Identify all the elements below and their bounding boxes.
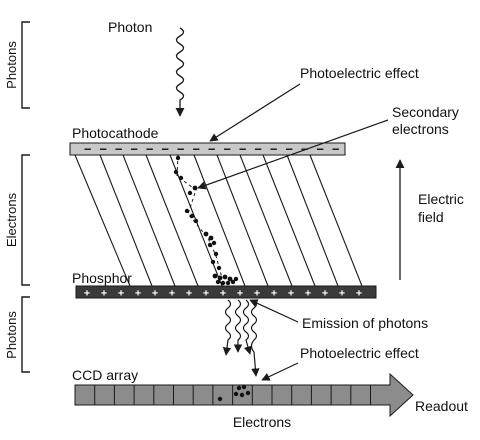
electric-field-label-line2: field [418, 209, 444, 225]
minus-sign: − [146, 142, 153, 156]
plus-sign: + [288, 288, 294, 299]
minus-sign: − [193, 142, 200, 156]
plus-sign: + [135, 288, 141, 299]
minus-sign: − [286, 142, 293, 156]
minus-sign: − [332, 142, 339, 156]
photoelectric-bottom-pointer [261, 362, 299, 381]
photocathode-plate [69, 142, 346, 156]
minus-sign: − [317, 142, 324, 156]
plus-sign: + [322, 288, 328, 299]
electron-cascade [173, 154, 239, 286]
side-label-photons-bottom: Photons [4, 311, 19, 359]
phosphor-label: Phosphor [72, 270, 132, 286]
plus-sign: + [271, 288, 277, 299]
photocathode-charges: − − − − − − − − − − − − − − − − − [84, 142, 339, 156]
incoming-photon-wave [175, 27, 185, 117]
plus-sign: + [237, 288, 243, 299]
photoelectric-effect-top-label: Photoelectric effect [300, 65, 419, 81]
plus-sign: + [305, 288, 311, 299]
minus-sign: − [131, 142, 138, 156]
plus-sign: + [84, 288, 90, 299]
minus-sign: − [177, 142, 184, 156]
photocathode-label: Photocathode [72, 125, 159, 141]
minus-sign: − [84, 142, 91, 156]
side-label-electrons: Electrons [4, 192, 19, 247]
phosphor-charges: + + + + + + + + + + + + + + + + + [84, 288, 362, 299]
plus-sign: + [101, 288, 107, 299]
minus-sign: − [115, 142, 122, 156]
ccd-pixel-cells [94, 385, 371, 405]
plus-sign: + [186, 288, 192, 299]
secondary-electrons-label-line1: Secondary [392, 104, 459, 120]
minus-sign: − [100, 142, 107, 156]
ccd-collected-electrons [217, 384, 251, 402]
plus-sign: + [339, 288, 345, 299]
plus-sign: + [118, 288, 124, 299]
photon-label: Photon [108, 19, 152, 35]
minus-sign: − [301, 142, 308, 156]
minus-sign: − [208, 142, 215, 156]
electrons-bottom-label: Electrons [233, 414, 291, 430]
plus-sign: + [169, 288, 175, 299]
emission-of-photons-label: Emission of photons [302, 315, 428, 331]
minus-sign: − [162, 142, 169, 156]
ccd-array-label: CCD array [72, 367, 138, 383]
secondary-electrons-label-line2: electrons [392, 121, 449, 137]
emitted-photon-waves [222, 299, 260, 377]
plus-sign: + [254, 288, 260, 299]
photoelectric-effect-bottom-label: Photoelectric effect [300, 345, 419, 361]
photoelectric-top-pointer [209, 83, 301, 142]
minus-sign: − [270, 142, 277, 156]
secondary-electrons-pointer [197, 119, 389, 190]
side-bracket-photons-top [21, 21, 30, 109]
plus-sign: + [203, 288, 209, 299]
plus-sign: + [152, 288, 158, 299]
plus-sign: + [220, 288, 226, 299]
minus-sign: − [239, 142, 246, 156]
side-label-photons-top: Photons [4, 41, 19, 89]
side-bracket-electrons [21, 154, 30, 286]
electric-field-label-line1: Electric [418, 191, 464, 207]
minus-sign: − [255, 142, 262, 156]
side-bracket-photons-bottom [21, 296, 30, 373]
phosphor-plate [75, 285, 377, 299]
plus-sign: + [356, 288, 362, 299]
emission-pointer [249, 299, 299, 323]
readout-label: Readout [415, 398, 468, 414]
minus-sign: − [224, 142, 231, 156]
